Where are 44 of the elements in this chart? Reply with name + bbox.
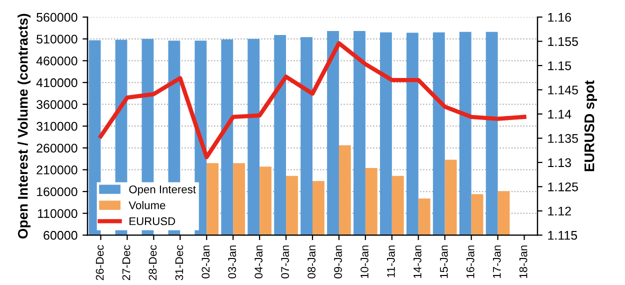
y-tick-label: 210000 (36, 166, 78, 174)
x-tick-label: 28-Dec (148, 245, 157, 280)
y2-tick-label: 1.155 (548, 37, 578, 46)
y-tick-label: 510000 (36, 34, 78, 44)
y-tick-label: 410000 (36, 78, 78, 88)
x-tick-label: 31-Dec (175, 245, 184, 280)
x-tick-label: 10-Jan (360, 246, 368, 278)
y2-tick-label: 1.115 (548, 231, 578, 240)
x-tick-label: 11-Jan (387, 246, 395, 278)
x-tick-label: 14-Jan (414, 246, 422, 278)
y-tick-label: 110000 (38, 209, 78, 218)
y-axis-title: Open Interest / Volume (contracts) (18, 14, 31, 238)
x-tick-label: 27-Dec (122, 245, 130, 280)
y2-tick-label: 1.15 (548, 61, 572, 70)
y2-tick-label: 1.125 (548, 182, 578, 192)
y-tick-label: 360000 (36, 100, 78, 109)
y-tick-label: 560000 (36, 12, 78, 22)
x-tick-label: 08-Jan (308, 246, 316, 278)
legend-label: Open Interest (129, 185, 196, 196)
y2-tick-label: 1.145 (548, 86, 578, 94)
x-tick-label: 07-Jan (281, 246, 290, 278)
y-tick-label: 260000 (36, 144, 78, 153)
x-tick-label: 18-Jan (519, 246, 528, 278)
y-tick-label: 310000 (36, 122, 78, 131)
y2-tick-label: 1.16 (548, 12, 571, 22)
x-tick-label: 17-Jan (493, 246, 501, 278)
x-tick-label: 02-Jan (202, 246, 210, 278)
y2-tick-label: 1.14 (548, 110, 572, 119)
y2-tick-label: 1.13 (548, 158, 571, 168)
y-tick-label: 460000 (36, 56, 78, 66)
y2-tick-label: 1.12 (548, 206, 571, 216)
y-tick-label: 60000 (44, 230, 78, 240)
legend-label: Volume (128, 201, 166, 210)
x-tick-label: 03-Jan (228, 246, 236, 278)
legend-label: EURUSD (130, 217, 176, 226)
x-tick-label: 16-Jan (466, 246, 474, 278)
x-tick-label: 09-Jan (334, 246, 342, 278)
line-series (98, 41, 526, 160)
y-tick-label: 160000 (37, 187, 78, 196)
y2-tick-label: 1.135 (548, 134, 578, 143)
x-tick-label: 15-Jan (440, 246, 448, 278)
x-tick-label: 26-Dec (96, 245, 104, 280)
y2-axis-title: EURUSD spot (584, 80, 597, 172)
x-tick-label: 04-Jan (254, 246, 263, 278)
